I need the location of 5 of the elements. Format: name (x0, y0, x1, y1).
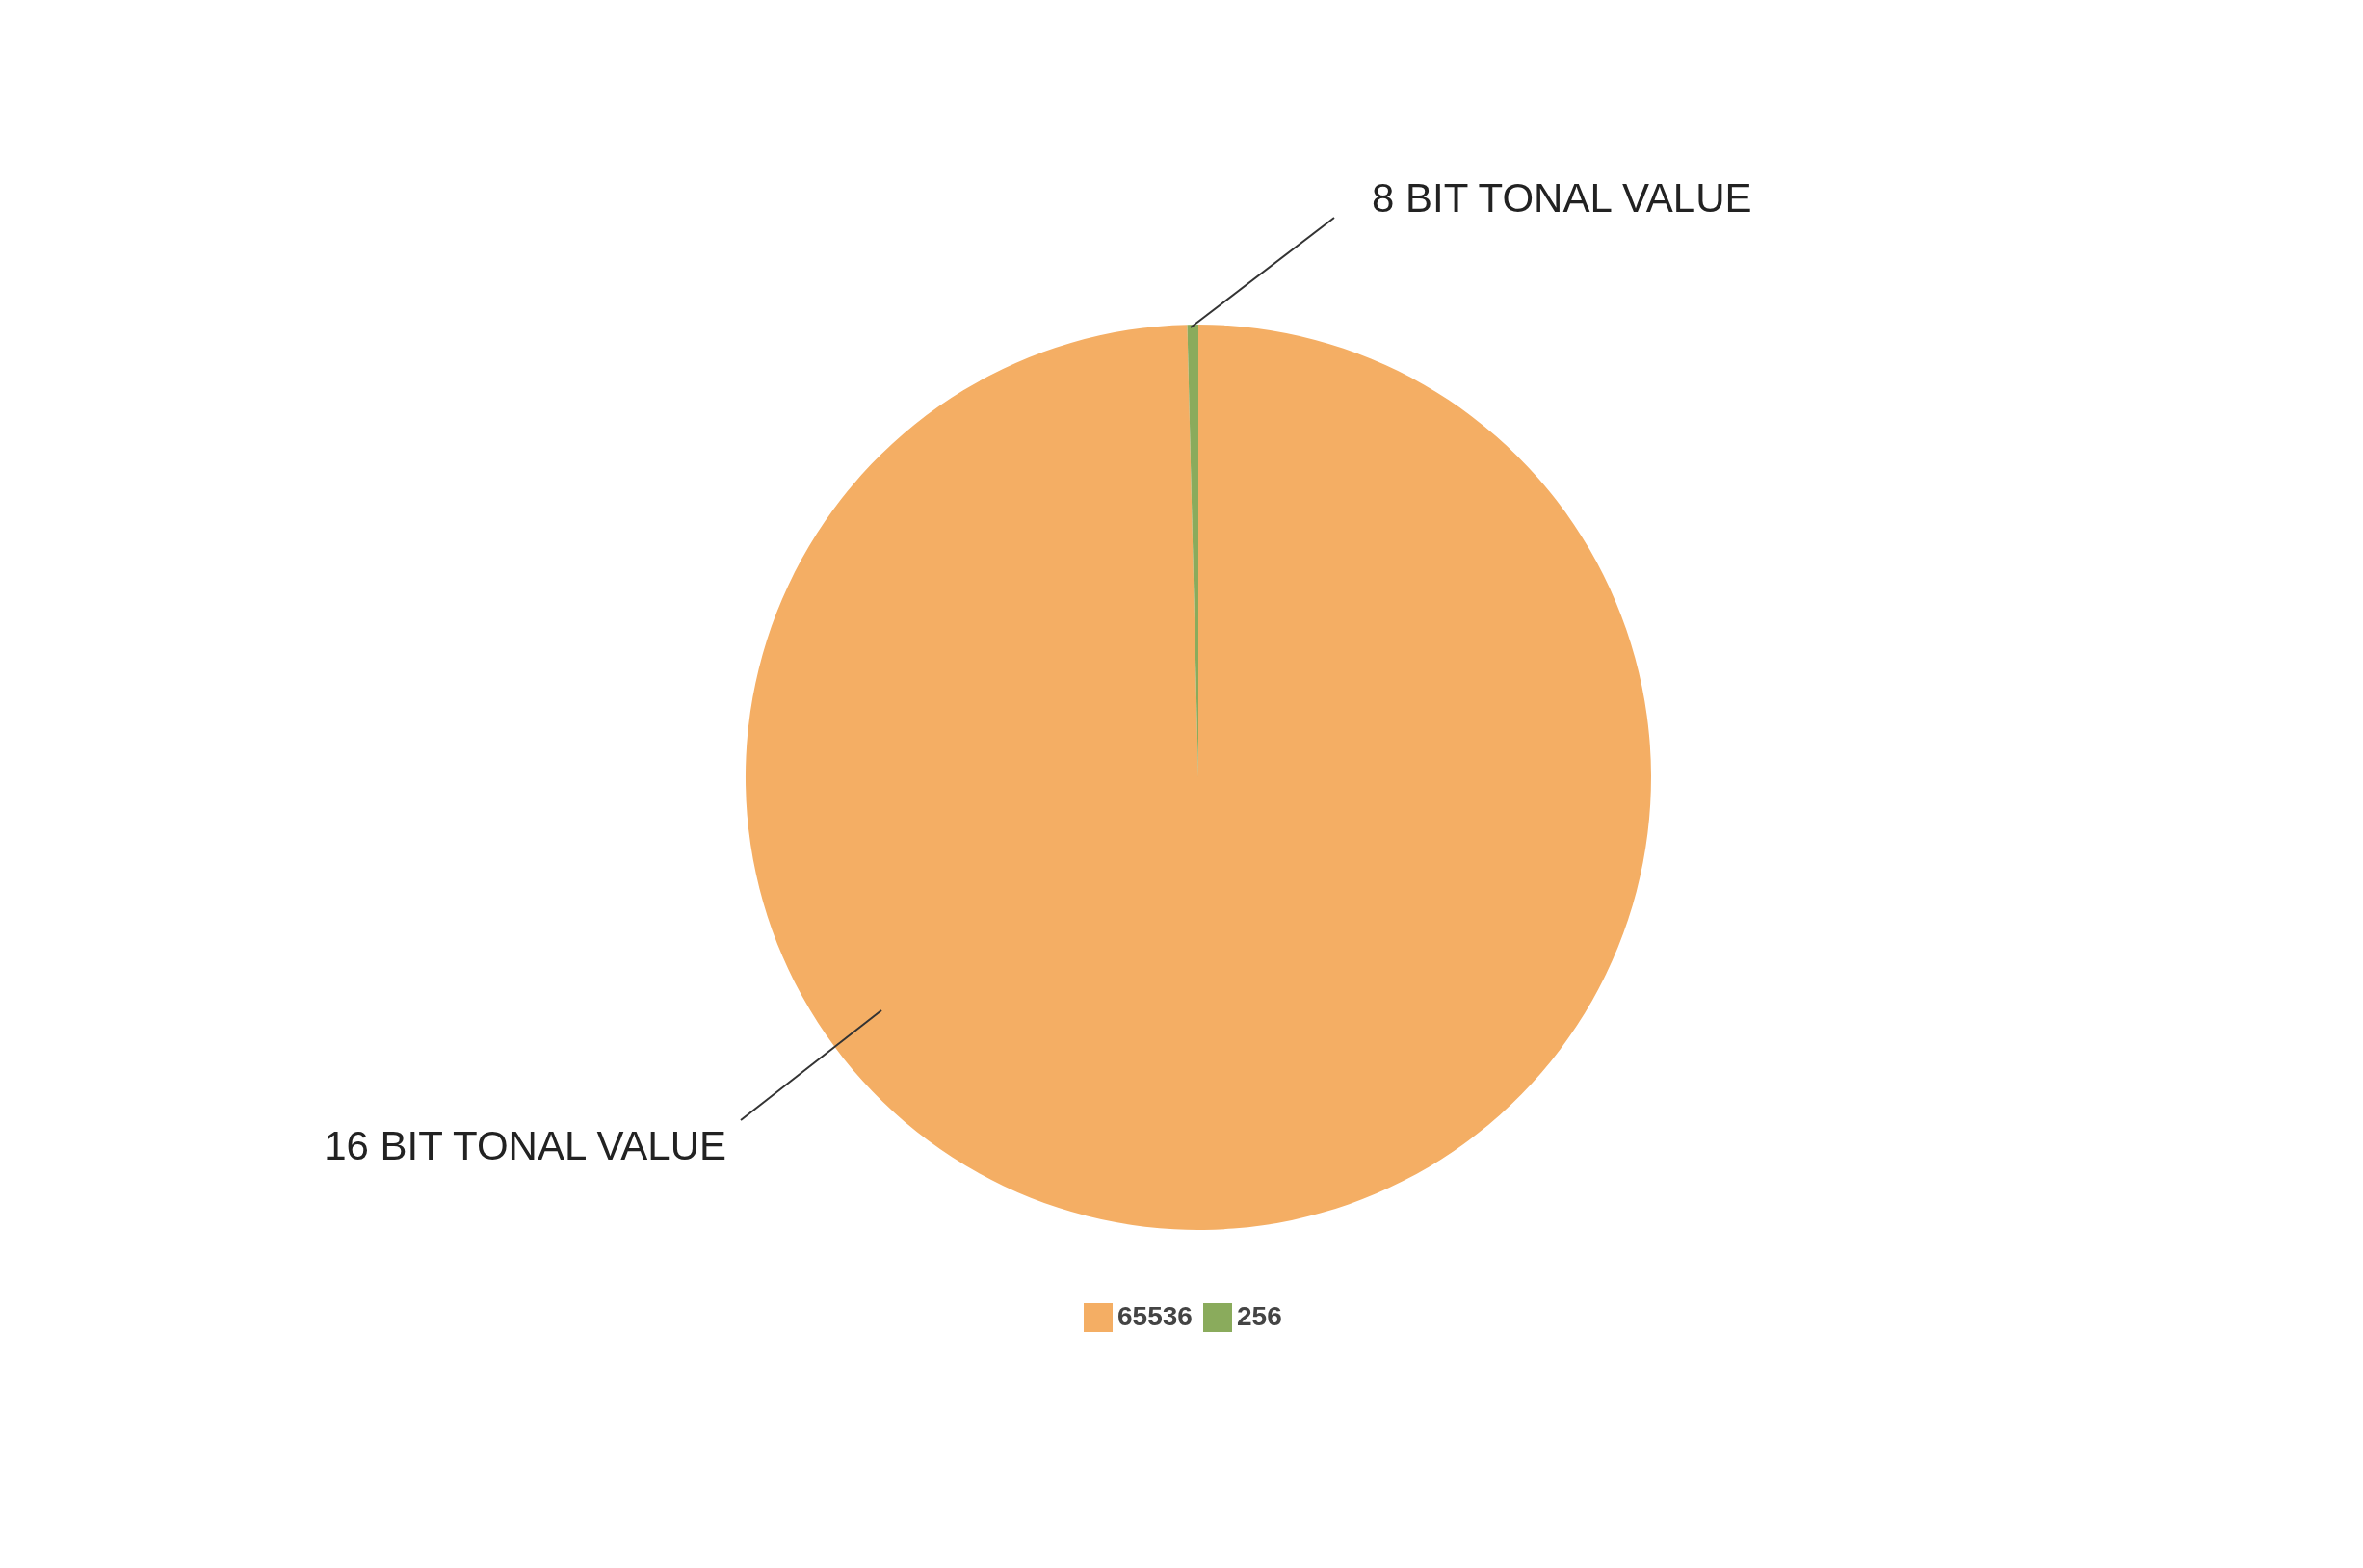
pie-slice (746, 325, 1651, 1230)
text: 8 BIT TONAL VALUE (1372, 175, 1752, 221)
legend-label: 65536 (1117, 1301, 1193, 1331)
legend-label: 256 (1237, 1301, 1282, 1331)
text: 16 BIT TONAL VALUE (324, 1123, 726, 1168)
